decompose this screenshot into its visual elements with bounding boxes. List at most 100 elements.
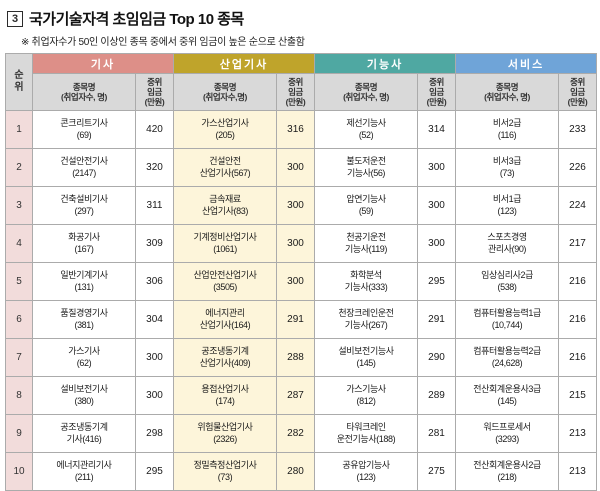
item-name-cell: 컴퓨터활용능력2급 (24,628) — [455, 338, 560, 377]
item-name-cell: 임상심리사2급 (538) — [455, 262, 560, 301]
median-wage-cell: 298 — [135, 414, 174, 453]
item-name-cell: 설비보전기능사 (145) — [314, 338, 419, 377]
median-wage-cell: 306 — [135, 262, 174, 301]
median-wage-cell: 314 — [417, 110, 457, 149]
median-wage-cell: 217 — [558, 224, 598, 263]
group-header-service: 서비스 — [455, 53, 598, 74]
median-wage-cell: 226 — [558, 148, 598, 187]
item-name-header: 종목명 (취업자수, 명) — [32, 73, 136, 111]
item-name-cell: 불도저운전 기능사(56) — [314, 148, 419, 187]
median-wage-header: 중위 임금 (만원) — [275, 73, 316, 111]
table-row: 4 화공기사 (167) 309 기계정비산업기사 (1061) 300 천공기운전 기능… — [5, 224, 598, 263]
median-wage-cell: 300 — [135, 338, 174, 377]
item-name-cell: 워드프로세서 (3293) — [455, 414, 560, 453]
median-wage-cell: 216 — [558, 300, 598, 339]
item-name-cell: 타워크레인 운전기능사(188) — [314, 414, 419, 453]
item-name-cell: 전산회계운용사3급 (145) — [455, 376, 560, 415]
item-name-cell: 공조냉동기계 기사(416) — [32, 414, 136, 453]
item-name-cell: 기계정비산업기사 (1061) — [173, 224, 277, 263]
table-row: 8 설비보전기사 (380) 300 용접산업기사 (174) 287 가스기능사 (81… — [5, 376, 598, 415]
rank-cell: 9 — [5, 414, 33, 453]
item-name-cell: 압연기능사 (59) — [314, 186, 419, 225]
item-name-cell: 에너지관리 산업기사(164) — [173, 300, 277, 339]
rank-cell: 8 — [5, 376, 33, 415]
item-name-cell: 가스산업기사 (205) — [173, 110, 277, 149]
item-name-cell: 건축설비기사 (297) — [32, 186, 136, 225]
item-name-cell: 비서2급 (116) — [455, 110, 560, 149]
section-title-text: 국가기술자격 초임임금 Top 10 종목 — [29, 11, 244, 28]
item-name-cell: 제선기능사 (52) — [314, 110, 419, 149]
table-row: 5 일반기계기사 (131) 306 산업안전산업기사 (3505) 300 화학분석 기… — [5, 262, 598, 301]
rank-cell: 3 — [5, 186, 33, 225]
median-wage-cell: 300 — [275, 262, 316, 301]
group-header-row: 순 위 기사 산업기사 기능사 서비스 — [5, 53, 598, 111]
table-row: 7 가스기사 (62) 300 공조냉동기계 산업기사(409) 288 설비보전기능사 … — [5, 338, 598, 377]
rank-cell: 6 — [5, 300, 33, 339]
rank-cell: 7 — [5, 338, 33, 377]
median-wage-cell: 216 — [558, 338, 598, 377]
item-name-cell: 공조냉동기계 산업기사(409) — [173, 338, 277, 377]
section-title: 3 국가기술자격 초임임금 Top 10 종목 — [7, 8, 596, 29]
item-name-cell: 비서3급 (73) — [455, 148, 560, 187]
median-wage-cell: 287 — [275, 376, 316, 415]
section-number-box: 3 — [7, 10, 23, 27]
group-header-gineungsa: 기능사 — [314, 53, 457, 74]
item-name-cell: 스포츠경영 관리사(90) — [455, 224, 560, 263]
item-name-cell: 산업안전산업기사 (3505) — [173, 262, 277, 301]
median-wage-header: 중위 임금 (만원) — [135, 73, 174, 111]
group-header-gisa: 기사 — [32, 53, 174, 74]
median-wage-cell: 291 — [417, 300, 457, 339]
item-name-cell: 천장크레인운전 기능사(267) — [314, 300, 419, 339]
rank-cell: 2 — [5, 148, 33, 187]
median-wage-cell: 213 — [558, 414, 598, 453]
top10-table: 순 위 기사 산업기사 기능사 서비스 종목명 (취업자수, 명) 중위 임금 … — [5, 53, 598, 491]
median-wage-cell: 224 — [558, 186, 598, 225]
item-name-cell: 건설안전기사 (2147) — [32, 148, 136, 187]
footnote: ※ 취업자수가 50인 이상인 종목 중에서 중위 임금이 높은 순으로 산출함 — [21, 37, 305, 48]
item-name-cell: 가스기사 (62) — [32, 338, 136, 377]
median-wage-cell: 233 — [558, 110, 598, 149]
item-name-header: 종목명 (취업자수, 명) — [455, 73, 560, 111]
group-header-saneopgisa: 산업기사 — [172, 53, 316, 74]
item-name-cell: 화학분석 기능사(333) — [314, 262, 419, 301]
median-wage-cell: 300 — [275, 186, 316, 225]
median-wage-cell: 216 — [558, 262, 598, 301]
median-wage-cell: 300 — [417, 148, 457, 187]
median-wage-cell: 215 — [558, 376, 598, 415]
median-wage-cell: 295 — [417, 262, 457, 301]
item-name-cell: 비서1급 (123) — [455, 186, 560, 225]
table-row: 3 건축설비기사 (297) 311 금속재료 산업기사(83) 300 압연기능사 (5… — [5, 186, 598, 225]
median-wage-cell: 300 — [417, 224, 457, 263]
table-body: 1 콘크리트기사 (69) 420 가스산업기사 (205) 316 제선기능사 (52)… — [5, 110, 598, 491]
item-name-cell: 콘크리트기사 (69) — [32, 110, 136, 149]
median-wage-cell: 316 — [275, 110, 316, 149]
item-name-header: 종목명 (취업자수, 명) — [314, 73, 419, 111]
item-name-cell: 공유압기능사 (123) — [314, 452, 419, 491]
rank-cell: 1 — [5, 110, 33, 149]
median-wage-cell: 309 — [135, 224, 174, 263]
item-name-cell: 일반기계기사 (131) — [32, 262, 136, 301]
median-wage-cell: 281 — [417, 414, 457, 453]
item-name-cell: 용접산업기사 (174) — [173, 376, 277, 415]
item-name-cell: 설비보전기사 (380) — [32, 376, 136, 415]
item-name-cell: 정밀측정산업기사 (73) — [173, 452, 277, 491]
median-wage-cell: 320 — [135, 148, 174, 187]
sub-header-row: 종목명 (취업자수, 명) 중위 임금 (만원) 종목명 (취업자수,명) 중위… — [6, 73, 598, 111]
median-wage-cell: 288 — [275, 338, 316, 377]
item-name-header: 종목명 (취업자수,명) — [173, 73, 277, 111]
median-wage-cell: 291 — [275, 300, 316, 339]
rank-header: 순 위 — [5, 53, 33, 111]
median-wage-cell: 300 — [275, 148, 316, 187]
median-wage-cell: 289 — [417, 376, 457, 415]
table-row: 9 공조냉동기계 기사(416) 298 위험물산업기사 (2326) 282 타워크레인… — [5, 414, 598, 453]
median-wage-cell: 420 — [135, 110, 174, 149]
median-wage-cell: 304 — [135, 300, 174, 339]
table-row: 6 품질경영기사 (381) 304 에너지관리 산업기사(164) 291 천장크레인운… — [5, 300, 598, 339]
median-wage-cell: 300 — [135, 376, 174, 415]
median-wage-cell: 300 — [275, 224, 316, 263]
median-wage-cell: 300 — [417, 186, 457, 225]
item-name-cell: 천공기운전 기능사(119) — [314, 224, 419, 263]
table-row: 1 콘크리트기사 (69) 420 가스산업기사 (205) 316 제선기능사 (52)… — [5, 110, 598, 149]
item-name-cell: 건설안전 산업기사(567) — [173, 148, 277, 187]
item-name-cell: 전산회계운용사2급 (218) — [455, 452, 560, 491]
